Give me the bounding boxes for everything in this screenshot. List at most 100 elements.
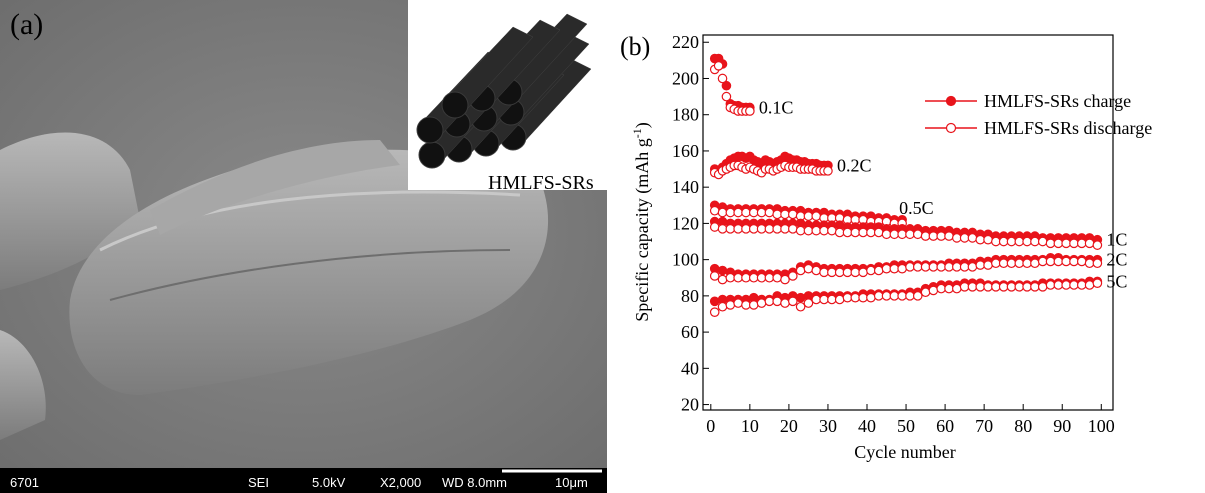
data-point (866, 227, 876, 238)
data-point (858, 267, 868, 278)
data-point (1061, 238, 1071, 249)
data-point (866, 292, 876, 303)
data-point (1022, 258, 1032, 269)
data-point (1030, 258, 1040, 269)
data-point (823, 166, 833, 176)
rate-label: 5C (1106, 271, 1127, 291)
data-point (975, 234, 986, 245)
data-point (748, 300, 759, 310)
data-point (819, 267, 829, 278)
data-point (1022, 282, 1032, 292)
y-tick-label: 80 (681, 286, 699, 306)
data-point (717, 224, 728, 234)
data-point (795, 265, 806, 276)
data-point (991, 258, 1001, 269)
rate-label: 1C (1106, 230, 1127, 250)
data-point (897, 263, 907, 274)
data-point (1084, 280, 1095, 290)
y-axis-label-sup: -1 (630, 128, 644, 138)
x-tick-label: 20 (780, 416, 798, 436)
data-point (764, 224, 775, 234)
data-point (709, 307, 720, 317)
data-point (1045, 280, 1056, 290)
data-point (709, 222, 720, 232)
legend-label: HMLFS-SRs discharge (984, 118, 1152, 138)
data-point (1092, 258, 1103, 269)
data-point (709, 271, 720, 281)
rate-label: 0.2C (837, 155, 872, 175)
data-point (819, 225, 829, 236)
data-point (944, 283, 954, 294)
rate-label: 0.5C (899, 198, 934, 218)
footer-text: X2,000 (380, 475, 421, 490)
data-point (905, 262, 915, 272)
rate-label: 0.1C (759, 97, 794, 117)
data-point (897, 291, 907, 301)
data-point (928, 231, 939, 241)
data-point (850, 227, 861, 238)
data-point (873, 265, 884, 276)
x-tick-label: 0 (706, 416, 715, 436)
data-point (842, 267, 853, 278)
data-point (905, 291, 915, 301)
data-point (709, 296, 720, 307)
data-point (1030, 282, 1040, 292)
data-point (1061, 280, 1071, 290)
data-point (803, 263, 814, 274)
y-tick-label: 220 (672, 32, 699, 52)
data-point (721, 80, 732, 91)
data-point (952, 262, 962, 272)
sem-image: (a) HMLFS-SRs 6701 SEI 5.0kV X2,000 WD 8… (0, 0, 607, 493)
data-point (1037, 256, 1048, 267)
data-point (811, 294, 822, 305)
data-point (983, 234, 993, 245)
data-point (1045, 238, 1056, 249)
texture (99, 190, 521, 252)
footer-text: 10μm (555, 475, 588, 490)
data-point (897, 229, 907, 240)
y-axis-label: Specific capacity (mAh g-1) (630, 122, 653, 321)
footer-text: WD 8.0mm (442, 475, 507, 490)
chart: (b) Cycle number Specific capacity (mAh … (620, 32, 1152, 462)
data-point (834, 294, 845, 305)
footer-text: 6701 (10, 475, 39, 490)
data-point (1076, 238, 1087, 249)
rod-end (441, 91, 469, 119)
data-point (725, 224, 736, 234)
data-point (1092, 278, 1103, 288)
rate-label: 2C (1106, 250, 1127, 270)
x-tick-label: 80 (1014, 416, 1032, 436)
data-point (998, 236, 1009, 247)
data-point (811, 225, 822, 236)
data-point (873, 291, 884, 301)
data-point (952, 233, 962, 243)
data-point (741, 224, 751, 234)
data-point (1045, 256, 1056, 267)
data-point (827, 225, 837, 236)
data-point (936, 262, 946, 272)
data-point (827, 267, 837, 278)
data-point (1053, 238, 1064, 249)
data-point (741, 207, 751, 218)
data-point (756, 207, 767, 218)
data-point (920, 287, 931, 298)
data-point (850, 267, 861, 278)
data-point (991, 236, 1001, 247)
rod-end (418, 141, 446, 169)
y-axis-label-end: ) (632, 122, 653, 128)
data-point (967, 282, 978, 292)
data-point (725, 272, 736, 283)
data-point (905, 229, 915, 240)
data-point (733, 272, 743, 283)
data-point (795, 301, 806, 312)
y-tick-label: 140 (672, 177, 699, 197)
data-point (1014, 258, 1025, 269)
data-point (936, 231, 946, 241)
data-point (1014, 236, 1025, 247)
data-point (936, 283, 946, 294)
data-point (912, 291, 923, 301)
data-point (1076, 256, 1087, 267)
y-tick-label: 120 (672, 213, 699, 233)
data-point (1069, 256, 1079, 267)
